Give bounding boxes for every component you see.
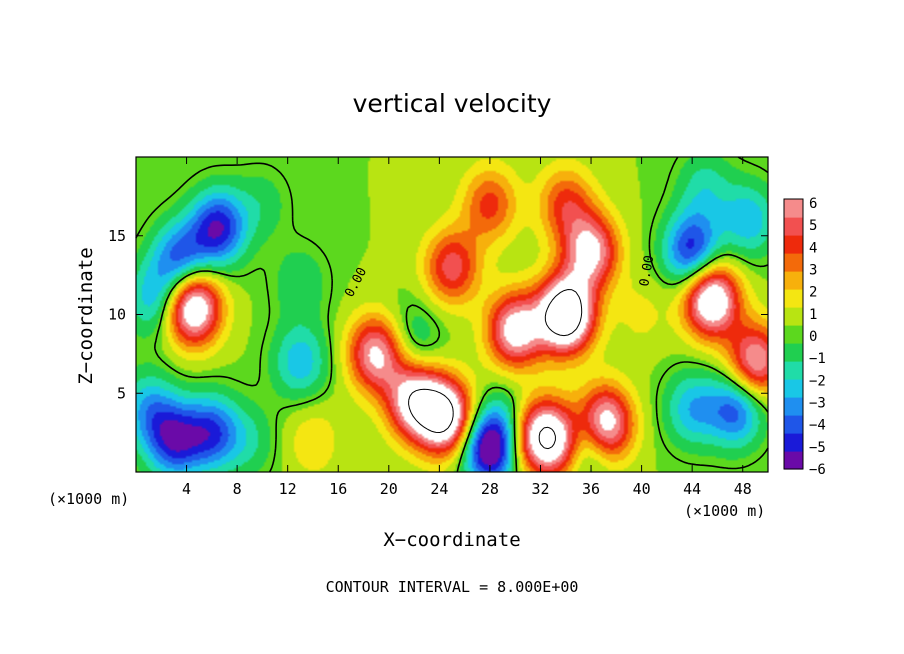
x-tick-label: 24 — [430, 480, 448, 498]
colorbar-tick-label: 2 — [809, 285, 817, 301]
x-axis-ticks: 4 8 12 16 20 24 28 32 36 40 44 48 — [182, 157, 752, 498]
contour-lines — [135, 156, 769, 473]
x-tick-label: 28 — [481, 480, 499, 498]
colorbar-tick-label: −5 — [809, 440, 826, 456]
colorbar-tick-label: 3 — [809, 263, 817, 279]
colorbar-swatch — [784, 451, 803, 470]
contour-positive — [408, 289, 583, 450]
colorbar-swatch — [784, 379, 803, 398]
colorbar-swatch — [784, 271, 803, 290]
x-tick-label: 8 — [233, 480, 242, 498]
x-tick-label: 32 — [531, 480, 549, 498]
x-unit-left: (×1000 m) — [48, 490, 129, 508]
colorbar-tick-label: −2 — [809, 373, 826, 389]
chart-title: vertical velocity — [353, 89, 552, 118]
colorbar-tick-label: −4 — [809, 418, 826, 434]
colorbar-frame — [783, 198, 804, 470]
colorbar-tick-label: −6 — [809, 462, 826, 478]
colorbar-swatch — [784, 325, 803, 344]
x-axis-label: X−coordinate — [383, 529, 520, 551]
colorbar-swatch — [784, 289, 803, 308]
x-tick-label: 4 — [182, 480, 191, 498]
x-tick-label: 40 — [633, 480, 651, 498]
colorbar-tick-label: 6 — [809, 196, 817, 212]
colorbar-tick-label: 1 — [809, 307, 817, 323]
colorbar-tick-label: 0 — [809, 329, 817, 345]
y-axis-label: Z−coordinate — [75, 247, 97, 384]
colorbar-swatch — [784, 433, 803, 452]
colorbar-tick-label: 5 — [809, 218, 817, 234]
colorbar-swatch — [784, 397, 803, 416]
y-tick-label: 10 — [108, 306, 126, 324]
y-tick-label: 5 — [117, 384, 126, 402]
x-tick-label: 44 — [683, 480, 701, 498]
colorbar-tick-label: 4 — [809, 240, 817, 256]
colorbar-tick-label: −1 — [809, 351, 826, 367]
colorbar-swatch — [784, 253, 803, 272]
x-tick-label: 20 — [380, 480, 398, 498]
contour-zero — [135, 156, 769, 473]
x-tick-label: 36 — [582, 480, 600, 498]
colorbar-swatch — [784, 415, 803, 434]
colorbar-swatch — [784, 217, 803, 236]
velocity-field-image — [136, 157, 768, 472]
colorbar-swatch — [784, 361, 803, 380]
colorbar-tick-label: −3 — [809, 396, 826, 412]
y-tick-label: 15 — [108, 227, 126, 245]
contour-interval-note: CONTOUR INTERVAL = 8.000E+00 — [326, 578, 579, 596]
colorbar-swatch — [784, 199, 803, 218]
contour-label-right: 0.00 — [637, 254, 657, 287]
colorbar-swatch — [784, 343, 803, 362]
x-tick-label: 12 — [279, 480, 297, 498]
colorbar-swatch — [784, 307, 803, 326]
colorbar-swatch — [784, 235, 803, 254]
x-tick-label: 48 — [734, 480, 752, 498]
colorbar: 6 5 4 3 2 1 0 −1 −2 −3 −4 −5 −6 — [783, 196, 826, 478]
y-axis-ticks: 5 10 15 — [108, 227, 768, 402]
x-unit-right: (×1000 m) — [684, 502, 765, 520]
x-tick-label: 16 — [329, 480, 347, 498]
